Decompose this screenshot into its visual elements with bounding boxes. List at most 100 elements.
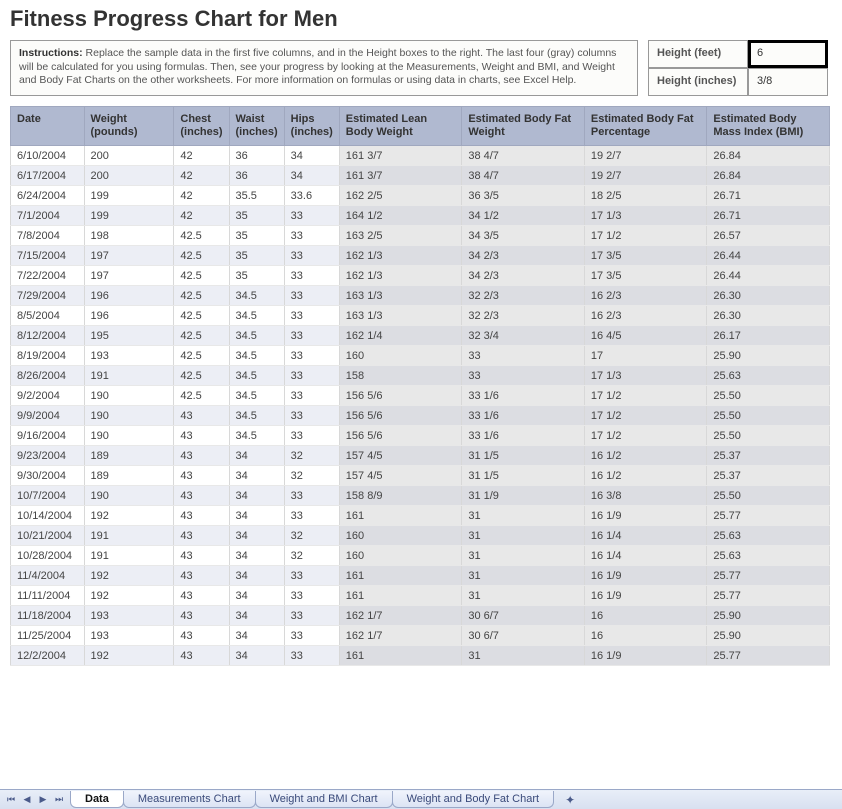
table-cell[interactable]: 191: [84, 366, 174, 386]
table-cell[interactable]: 43: [174, 646, 229, 666]
table-cell[interactable]: 34: [229, 546, 284, 566]
table-cell[interactable]: 33: [462, 346, 585, 366]
table-cell[interactable]: 43: [174, 546, 229, 566]
table-cell[interactable]: 16 1/9: [584, 586, 707, 606]
table-cell[interactable]: 17 1/3: [584, 206, 707, 226]
table-cell[interactable]: 34.5: [229, 406, 284, 426]
table-cell[interactable]: 33.6: [284, 186, 339, 206]
table-cell[interactable]: 34: [229, 506, 284, 526]
worksheet-tab[interactable]: Weight and Body Fat Chart: [392, 791, 554, 808]
table-cell[interactable]: 8/5/2004: [11, 306, 85, 326]
table-cell[interactable]: 25.77: [707, 566, 830, 586]
table-cell[interactable]: 31: [462, 646, 585, 666]
table-cell[interactable]: 34.5: [229, 426, 284, 446]
table-cell[interactable]: 25.63: [707, 526, 830, 546]
table-cell[interactable]: 31: [462, 566, 585, 586]
table-cell[interactable]: 193: [84, 606, 174, 626]
table-cell[interactable]: 16 2/3: [584, 286, 707, 306]
table-cell[interactable]: 35: [229, 206, 284, 226]
table-cell[interactable]: 189: [84, 446, 174, 466]
table-cell[interactable]: 33: [284, 366, 339, 386]
table-cell[interactable]: 9/16/2004: [11, 426, 85, 446]
table-cell[interactable]: 43: [174, 446, 229, 466]
table-cell[interactable]: 33: [284, 406, 339, 426]
table-cell[interactable]: 35: [229, 266, 284, 286]
table-cell[interactable]: 8/12/2004: [11, 326, 85, 346]
tab-nav-prev-icon[interactable]: ◀: [20, 793, 34, 807]
table-cell[interactable]: 191: [84, 526, 174, 546]
table-cell[interactable]: 32 3/4: [462, 326, 585, 346]
table-cell[interactable]: 190: [84, 406, 174, 426]
table-cell[interactable]: 7/29/2004: [11, 286, 85, 306]
table-cell[interactable]: 26.57: [707, 226, 830, 246]
table-cell[interactable]: 189: [84, 466, 174, 486]
table-cell[interactable]: 16 4/5: [584, 326, 707, 346]
table-cell[interactable]: 17: [584, 346, 707, 366]
table-cell[interactable]: 17 3/5: [584, 246, 707, 266]
table-cell[interactable]: 17 1/2: [584, 406, 707, 426]
table-cell[interactable]: 31: [462, 526, 585, 546]
column-header[interactable]: Weight (pounds): [84, 107, 174, 146]
new-sheet-icon[interactable]: ✦: [559, 791, 581, 809]
table-cell[interactable]: 26.71: [707, 206, 830, 226]
table-cell[interactable]: 8/19/2004: [11, 346, 85, 366]
table-cell[interactable]: 33: [284, 566, 339, 586]
table-cell[interactable]: 33: [284, 266, 339, 286]
table-cell[interactable]: 156 5/6: [339, 406, 462, 426]
table-cell[interactable]: 198: [84, 226, 174, 246]
table-cell[interactable]: 31: [462, 506, 585, 526]
table-cell[interactable]: 7/8/2004: [11, 226, 85, 246]
table-cell[interactable]: 34 2/3: [462, 266, 585, 286]
table-cell[interactable]: 196: [84, 306, 174, 326]
table-cell[interactable]: 17 1/3: [584, 366, 707, 386]
table-cell[interactable]: 35.5: [229, 186, 284, 206]
table-cell[interactable]: 9/30/2004: [11, 466, 85, 486]
table-cell[interactable]: 33: [284, 626, 339, 646]
table-cell[interactable]: 16: [584, 626, 707, 646]
table-cell[interactable]: 158: [339, 366, 462, 386]
table-cell[interactable]: 42.5: [174, 306, 229, 326]
table-cell[interactable]: 199: [84, 206, 174, 226]
table-cell[interactable]: 193: [84, 626, 174, 646]
table-cell[interactable]: 43: [174, 526, 229, 546]
table-cell[interactable]: 191: [84, 546, 174, 566]
table-cell[interactable]: 10/21/2004: [11, 526, 85, 546]
tab-nav-first-icon[interactable]: ⏮: [4, 793, 18, 807]
table-cell[interactable]: 25.77: [707, 586, 830, 606]
table-cell[interactable]: 34: [229, 606, 284, 626]
table-cell[interactable]: 32 2/3: [462, 286, 585, 306]
table-cell[interactable]: 31: [462, 546, 585, 566]
table-cell[interactable]: 32: [284, 466, 339, 486]
table-cell[interactable]: 43: [174, 506, 229, 526]
table-cell[interactable]: 160: [339, 526, 462, 546]
table-cell[interactable]: 160: [339, 346, 462, 366]
table-cell[interactable]: 33: [284, 246, 339, 266]
table-cell[interactable]: 190: [84, 426, 174, 446]
table-cell[interactable]: 6/17/2004: [11, 166, 85, 186]
table-cell[interactable]: 43: [174, 586, 229, 606]
table-cell[interactable]: 34: [284, 146, 339, 166]
table-cell[interactable]: 25.63: [707, 546, 830, 566]
table-cell[interactable]: 33: [284, 206, 339, 226]
table-cell[interactable]: 190: [84, 486, 174, 506]
table-cell[interactable]: 42: [174, 146, 229, 166]
table-cell[interactable]: 43: [174, 466, 229, 486]
table-cell[interactable]: 25.37: [707, 446, 830, 466]
table-cell[interactable]: 42.5: [174, 226, 229, 246]
table-cell[interactable]: 36 3/5: [462, 186, 585, 206]
table-cell[interactable]: 10/7/2004: [11, 486, 85, 506]
table-cell[interactable]: 17 3/5: [584, 266, 707, 286]
column-header[interactable]: Estimated Body Mass Index (BMI): [707, 107, 830, 146]
table-cell[interactable]: 34.5: [229, 326, 284, 346]
table-cell[interactable]: 42: [174, 186, 229, 206]
table-cell[interactable]: 25.50: [707, 386, 830, 406]
table-cell[interactable]: 12/2/2004: [11, 646, 85, 666]
table-cell[interactable]: 193: [84, 346, 174, 366]
table-cell[interactable]: 34: [229, 566, 284, 586]
table-cell[interactable]: 25.50: [707, 486, 830, 506]
table-cell[interactable]: 33: [284, 306, 339, 326]
table-cell[interactable]: 11/25/2004: [11, 626, 85, 646]
table-cell[interactable]: 17 1/2: [584, 426, 707, 446]
table-cell[interactable]: 31 1/5: [462, 446, 585, 466]
table-cell[interactable]: 16 1/2: [584, 446, 707, 466]
